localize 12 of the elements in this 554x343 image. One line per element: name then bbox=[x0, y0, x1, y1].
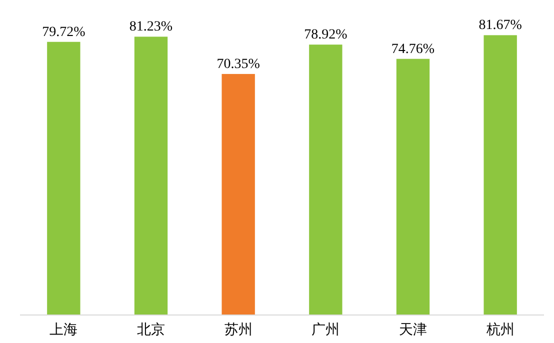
data-label: 79.72% bbox=[42, 24, 86, 40]
data-label: 74.76% bbox=[391, 42, 435, 57]
x-tick-label: 苏州 bbox=[224, 321, 252, 337]
data-label: 70.35% bbox=[216, 56, 260, 72]
x-tick-label: 北京 bbox=[137, 321, 165, 337]
data-label: 81.23% bbox=[129, 20, 173, 35]
x-tick-label: 天津 bbox=[399, 321, 427, 337]
x-tick-label: 广州 bbox=[312, 321, 340, 337]
data-label: 81.67% bbox=[478, 18, 522, 34]
data-label: 78.92% bbox=[304, 28, 348, 43]
x-tick-label: 上海 bbox=[50, 321, 78, 337]
x-tick-label: 杭州 bbox=[485, 321, 514, 337]
